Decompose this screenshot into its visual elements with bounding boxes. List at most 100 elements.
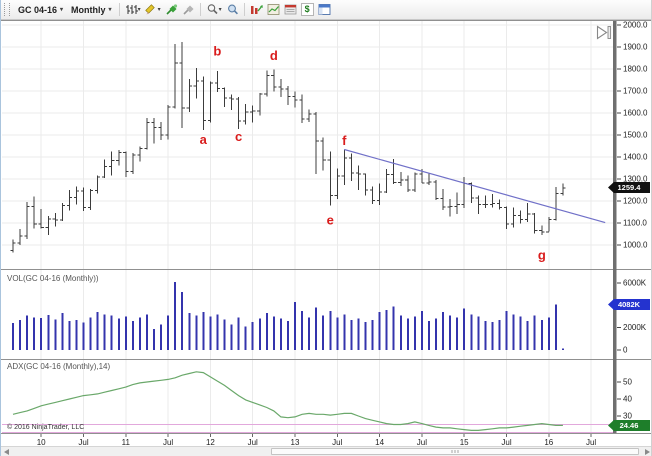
- volume-bar: [26, 315, 29, 350]
- account-button[interactable]: $: [299, 2, 316, 17]
- volume-bar: [294, 302, 296, 350]
- chart-canvas[interactable]: 10 Jul 11 Jul 12 Jul 13 Jul 14 Jul 15 Jul 16 Jul 1000.…: [1, 20, 652, 456]
- annotation-a: a: [200, 132, 208, 147]
- annotation-e: e: [327, 212, 334, 227]
- time-axis-label: 16: [544, 438, 553, 447]
- adx-line: [12, 371, 563, 431]
- news-button[interactable]: [282, 2, 299, 17]
- time-axis-label: 11: [122, 438, 131, 447]
- volume-bar: [357, 318, 360, 350]
- time-axis-label: Jul: [78, 438, 88, 447]
- go-to-end-icon[interactable]: [596, 25, 613, 40]
- volume-bar: [117, 318, 120, 350]
- chart-style-button[interactable]: ▾: [123, 2, 143, 17]
- volume-bar: [350, 319, 353, 350]
- volume-bar: [554, 304, 557, 350]
- volume-bar: [103, 314, 106, 350]
- volume-bar: [406, 318, 409, 350]
- bar-chart-style-icon: [125, 5, 138, 14]
- annotation-b: b: [213, 43, 221, 58]
- volume-bar: [286, 321, 289, 350]
- time-axis-label: 10: [37, 438, 46, 447]
- adx-axis-label: 40: [623, 395, 632, 404]
- volume-bar: [491, 322, 494, 350]
- annotation-g: g: [538, 248, 546, 263]
- copyright-text: © 2016 NinjaTrader, LLC: [7, 424, 85, 431]
- volume-bar: [392, 306, 395, 350]
- volume-bar: [244, 326, 247, 350]
- interval-selector[interactable]: Monthly ▾: [67, 4, 116, 16]
- chevron-down-icon: ▾: [108, 6, 112, 13]
- volume-bar: [131, 321, 134, 350]
- price-axis-label: 1700.0: [623, 87, 648, 96]
- volume-bar: [272, 316, 275, 350]
- connect-button[interactable]: [163, 2, 180, 17]
- volume-bar: [463, 308, 466, 350]
- volume-bar: [336, 317, 339, 350]
- annotation-f: f: [342, 133, 347, 148]
- horizontal-scrollbar[interactable]: [1, 446, 651, 456]
- volume-bar: [258, 318, 261, 350]
- volume-bar: [547, 317, 550, 350]
- volume-bar: [484, 321, 487, 350]
- zoom-out-button[interactable]: [224, 2, 241, 17]
- dollar-icon: $: [300, 3, 314, 16]
- volume-bar: [512, 314, 515, 350]
- volume-bar: [435, 318, 437, 350]
- volume-bar: [420, 310, 423, 350]
- volume-bar: [188, 313, 191, 350]
- volume-bar: [124, 316, 127, 350]
- price-axis-label: 1000.0: [623, 241, 648, 250]
- price-axis-label: 1300.0: [623, 175, 648, 184]
- volume-bar: [40, 318, 43, 350]
- volume-bar: [265, 313, 268, 350]
- volume-bar: [498, 319, 501, 350]
- instrument-selector[interactable]: GC 04-16 ▾: [14, 4, 67, 16]
- interval-label: Monthly: [71, 4, 106, 15]
- volume-bar: [540, 319, 543, 350]
- adx-axis-label: 50: [623, 378, 632, 387]
- chart-window-button[interactable]: [265, 2, 282, 17]
- volume-bar: [82, 322, 85, 350]
- chevron-down-icon: ▾: [137, 6, 141, 13]
- scroll-right-arrow-icon[interactable]: [645, 449, 650, 455]
- disconnect-button[interactable]: [180, 2, 197, 17]
- volume-bar: [301, 310, 304, 350]
- scroll-left-arrow-icon[interactable]: [4, 449, 9, 455]
- time-axis-label: Jul: [163, 438, 173, 447]
- volume-bar: [427, 321, 430, 350]
- time-axis-label: Jul: [332, 438, 342, 447]
- scrollbar-thumb[interactable]: [271, 448, 639, 455]
- pencil-icon: [144, 4, 155, 15]
- time-axis-label: 15: [460, 438, 469, 447]
- magnifier-blue-icon: [227, 4, 238, 15]
- properties-button[interactable]: [316, 2, 333, 17]
- chevron-down-icon: ▾: [157, 6, 161, 13]
- chevron-down-icon: ▾: [60, 6, 64, 13]
- volume-bar: [230, 324, 233, 350]
- volume-bar: [47, 314, 50, 350]
- volume-bar: [308, 317, 311, 350]
- price-axis-band: [613, 21, 617, 433]
- green-chart-icon: [267, 4, 280, 15]
- last-adx-badge: 24.46: [608, 420, 650, 431]
- volume-bar: [89, 317, 92, 350]
- toolbar-separator: [243, 3, 245, 16]
- volume-bar: [138, 317, 141, 350]
- toolbar-grip[interactable]: [4, 3, 10, 16]
- volume-bar: [216, 314, 219, 350]
- price-axis-label: 1500.0: [623, 131, 648, 140]
- toolbar-separator: [199, 3, 201, 16]
- drawing-tools-button[interactable]: ▾: [143, 2, 163, 17]
- price-axis-label: 1900.0: [623, 43, 648, 52]
- zoom-button[interactable]: ▾: [204, 2, 224, 17]
- trendline[interactable]: [344, 148, 606, 224]
- volume-axis-label: 0: [623, 346, 628, 355]
- time-axis-label: Jul: [586, 438, 596, 447]
- volume-bar: [68, 321, 71, 350]
- volume-bar: [519, 316, 522, 350]
- market-analyzer-button[interactable]: [248, 2, 265, 17]
- annotation-c: c: [235, 129, 242, 144]
- window-panel-icon: [318, 4, 331, 15]
- volume-bar: [54, 319, 57, 350]
